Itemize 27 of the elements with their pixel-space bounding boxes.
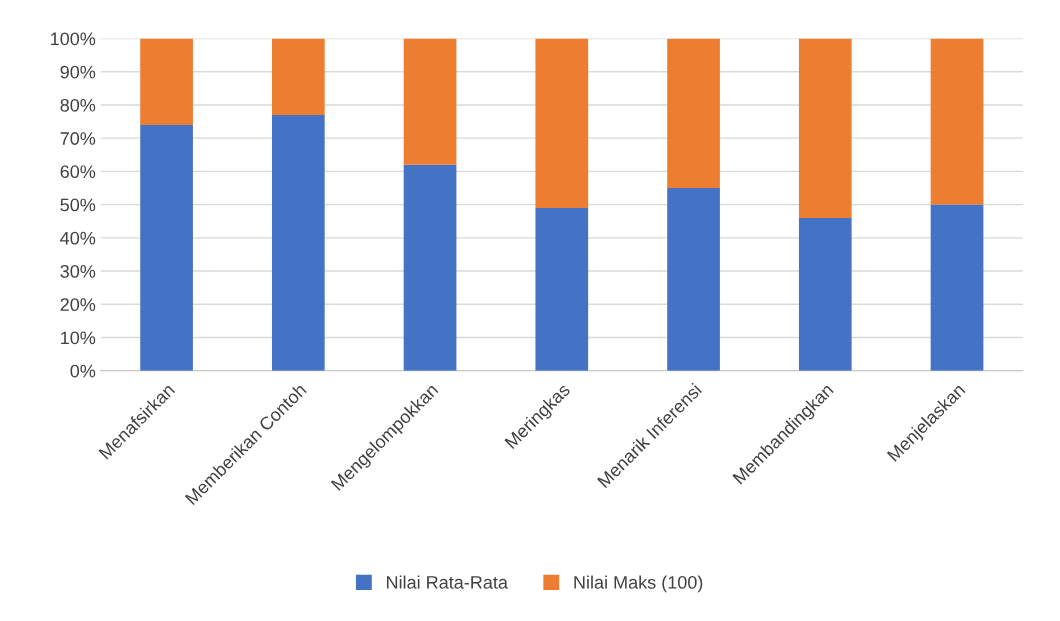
bar (140, 124, 193, 371)
bar (667, 188, 720, 371)
bar (667, 38, 720, 189)
y-tick-label: 20% (60, 298, 96, 312)
bar (140, 38, 193, 125)
y-tick-label: 70% (60, 132, 96, 145)
y-tick-label: 30% (60, 265, 96, 278)
legend-label: Nilai Rata-Rata (387, 575, 508, 589)
bar (535, 207, 589, 371)
y-tick-label: 50% (60, 198, 96, 212)
bar (403, 164, 457, 371)
y-tick-label: 0% (70, 364, 96, 378)
bar (930, 38, 984, 205)
bar (403, 38, 457, 165)
bar (930, 204, 984, 371)
bar (535, 38, 589, 208)
bar (271, 114, 325, 371)
legend-label: Nilai Maks (100) (574, 575, 703, 593)
y-tick-label: 100% (51, 32, 96, 46)
bar (271, 38, 325, 115)
y-tick-label: 90% (60, 65, 96, 79)
y-tick-label: 80% (60, 98, 96, 112)
bar (798, 217, 852, 371)
y-tick-label: 10% (61, 331, 96, 345)
bar (798, 38, 852, 218)
y-tick-label: 40% (60, 231, 96, 245)
y-tick-label: 60% (60, 165, 96, 179)
